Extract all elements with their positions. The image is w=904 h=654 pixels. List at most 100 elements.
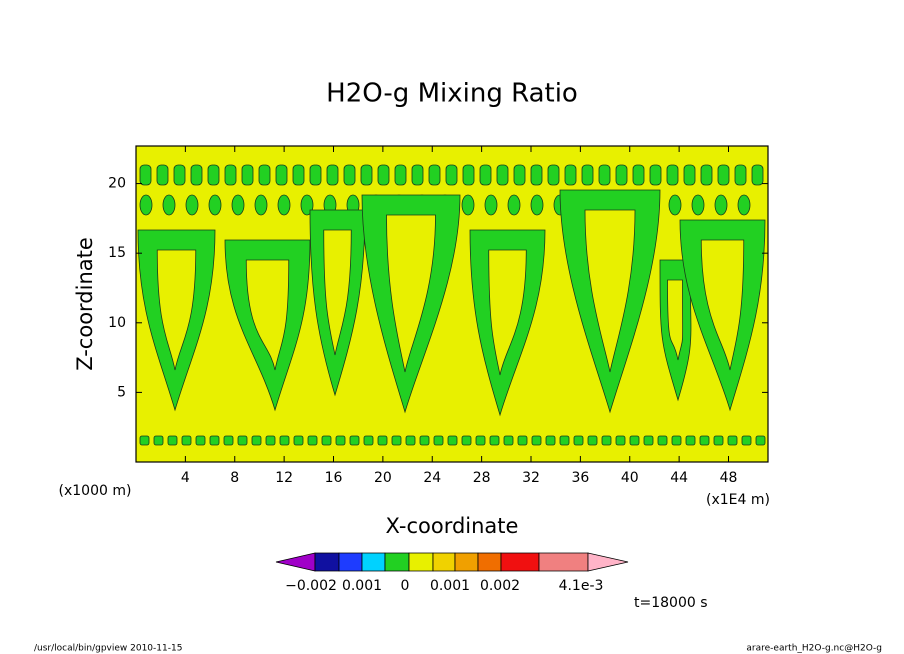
contour-region: [479, 164, 492, 186]
colorbar-swatch: [538, 552, 589, 572]
x-tick-label: 16: [325, 470, 343, 486]
contour-region: [208, 194, 222, 216]
contour-region: [531, 435, 542, 446]
x-tick-label: 4: [181, 470, 190, 486]
colorbar-swatch: [587, 552, 629, 572]
contour-inner: [245, 259, 290, 371]
colorbar-swatch: [432, 552, 456, 572]
contour-region: [601, 435, 612, 446]
contour-region: [629, 435, 640, 446]
contour-region: [484, 194, 498, 216]
colorbar-swatch: [361, 552, 386, 572]
contour-region: [139, 164, 152, 186]
contour-region: [241, 164, 254, 186]
contour-region: [209, 435, 220, 446]
contour-region: [496, 164, 509, 186]
contour-region: [258, 164, 271, 186]
contour-region: [162, 194, 176, 216]
contour-inner: [700, 239, 745, 371]
contour-region: [293, 435, 304, 446]
contour-region: [699, 435, 710, 446]
contour-region: [545, 435, 556, 446]
colorbar-swatch: [314, 552, 340, 572]
contour-region: [513, 164, 526, 186]
contour-region: [279, 435, 290, 446]
contour-region: [755, 435, 766, 446]
contour-region: [547, 164, 560, 186]
contour-region: [503, 435, 514, 446]
contour-region: [530, 194, 544, 216]
contour-region: [207, 164, 220, 186]
contour-region: [277, 194, 291, 216]
contour-region: [190, 164, 203, 186]
x-tick-label: 44: [670, 470, 688, 486]
contour-inner: [386, 214, 436, 373]
contour-region: [741, 435, 752, 446]
x-tick-label: 12: [275, 470, 293, 486]
x-tick-label: 32: [522, 470, 540, 486]
contour-region: [265, 435, 276, 446]
contour-region: [335, 435, 346, 446]
colorbar-swatch: [408, 552, 434, 572]
contour-inner: [667, 279, 684, 361]
contour-region: [649, 164, 662, 186]
contour-region: [685, 435, 696, 446]
contour-region: [668, 194, 682, 216]
contour-region: [581, 164, 594, 186]
contour-region: [632, 164, 645, 186]
contour-region: [734, 164, 747, 186]
contour-region: [309, 164, 322, 186]
contour-region: [643, 435, 654, 446]
y-unit: (x1000 m): [59, 483, 132, 499]
y-tick-label: 15: [108, 245, 126, 261]
contour-region: [321, 435, 332, 446]
contour-region: [475, 435, 486, 446]
contour-region: [377, 435, 388, 446]
contour-region: [223, 435, 234, 446]
colorbar-swatch: [338, 552, 363, 572]
time-label: t=18000 s: [634, 595, 708, 611]
contour-region: [462, 164, 475, 186]
contour-region: [411, 164, 424, 186]
x-tick-label: 40: [621, 470, 639, 486]
contour-region: [489, 435, 500, 446]
contour-region: [428, 164, 441, 186]
y-tick-label: 10: [108, 315, 126, 331]
contour-region: [714, 194, 728, 216]
contour-region: [461, 435, 472, 446]
contour-region: [326, 164, 339, 186]
footer-left: /usr/local/bin/gpview 2010-11-15: [34, 644, 182, 654]
x-tick-label: 28: [473, 470, 491, 486]
y-tick-label: 20: [108, 176, 126, 192]
contour-region: [737, 194, 751, 216]
colorbar-swatch: [454, 552, 479, 572]
contour-region: [461, 194, 475, 216]
colorbar-swatch: [500, 552, 540, 572]
contour-region: [181, 435, 192, 446]
contour-region: [185, 194, 199, 216]
contour-region: [167, 435, 178, 446]
contour-region: [445, 164, 458, 186]
contour-region: [394, 164, 407, 186]
contour-region: [751, 164, 764, 186]
x-tick-label: 48: [720, 470, 738, 486]
contour-region: [139, 194, 153, 216]
contour-region: [559, 435, 570, 446]
footer-right: arare-earth_H2O-g.nc@H2O-g: [746, 644, 882, 654]
contour-region: [671, 435, 682, 446]
contour-region: [587, 435, 598, 446]
contour-region: [447, 435, 458, 446]
contour-region: [377, 164, 390, 186]
contour-region: [237, 435, 248, 446]
contour-region: [657, 435, 668, 446]
contour-region: [564, 164, 577, 186]
colorbar-swatch: [384, 552, 410, 572]
contour-region: [153, 435, 164, 446]
chart-title: H2O-g Mixing Ratio: [326, 79, 578, 109]
contour-region: [363, 435, 374, 446]
contour-region: [224, 164, 237, 186]
contour-region: [615, 435, 626, 446]
colorbar-swatch: [275, 552, 316, 572]
contour-region: [307, 435, 318, 446]
